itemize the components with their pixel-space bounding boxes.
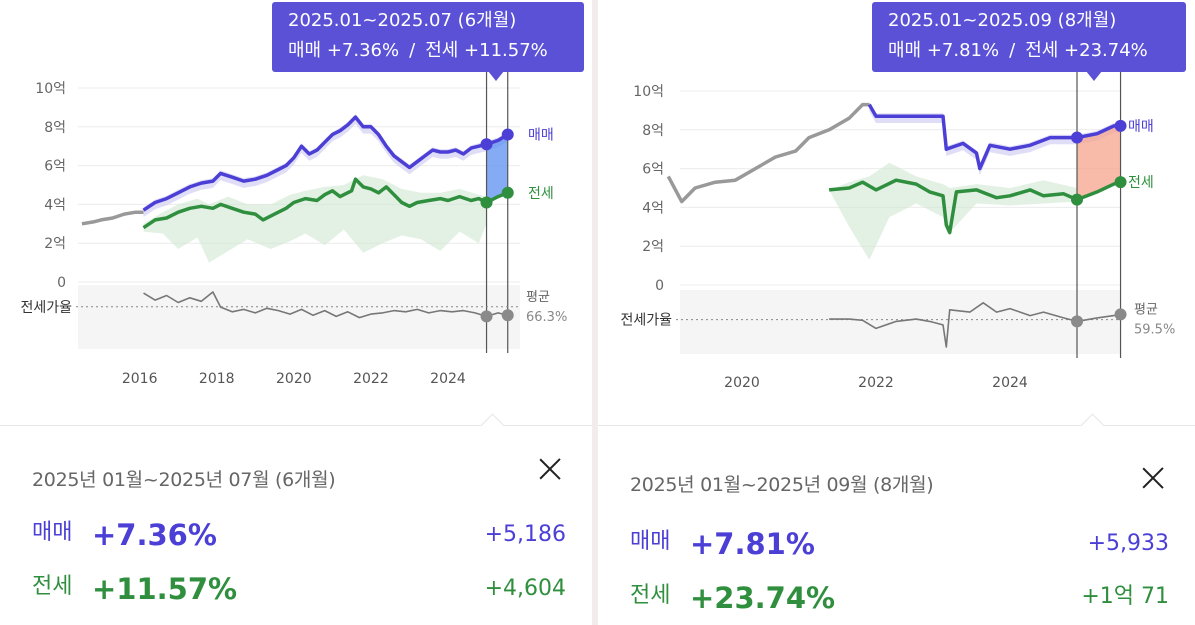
sale-change-row: 매매 +7.36% +5,186 bbox=[32, 512, 566, 552]
sale-range-band bbox=[869, 101, 1121, 176]
range-detail-card-left: 2025년 01월~2025년 07월 (6개월) 매매 +7.36% +5,1… bbox=[0, 413, 592, 625]
jeonse-change-pct: +23.74% bbox=[690, 581, 836, 615]
ratio-axis-label: 전세가율 bbox=[620, 313, 672, 329]
sale-history-line bbox=[666, 102, 870, 204]
jeonse-range-band bbox=[143, 175, 487, 263]
x-tick-label: 2020 bbox=[724, 375, 760, 391]
jeonse-series-line bbox=[142, 177, 509, 230]
sale-change-pct: +7.36% bbox=[92, 518, 217, 552]
chart-panel-left: 0 2억 4억 6억 8억 10억 2016 2018 2020 2022 2024 매매 전세 전세가율… bbox=[0, 0, 592, 625]
close-button[interactable] bbox=[1141, 466, 1165, 490]
jeonse-series-label: 전세 bbox=[528, 186, 554, 202]
selected-range-fill bbox=[1077, 125, 1121, 200]
price-chart-left[interactable]: 0 2억 4억 6억 8억 10억 2016 2018 2020 2022 2024 매매전세전세가율… bbox=[0, 0, 592, 420]
sale-series-label: 매매 bbox=[528, 128, 554, 144]
tooltip-period: 2025.01~2025.07 (6개월) bbox=[288, 10, 517, 31]
y-tick-label: 8억 bbox=[642, 123, 664, 139]
y-tick-label: 6억 bbox=[44, 159, 66, 175]
x-tick-label: 2022 bbox=[353, 371, 389, 387]
jeonse-series-label: 전세 bbox=[1128, 175, 1154, 191]
x-tick-label: 2016 bbox=[122, 371, 158, 387]
range-detail-card-right: 2025년 01월~2025년 09월 (8개월) 매매 +7.81% +5,9… bbox=[598, 413, 1195, 625]
tooltip-arrow bbox=[488, 71, 504, 81]
jeonse-range-point bbox=[501, 186, 514, 199]
ratio-series-line bbox=[143, 291, 508, 319]
sale-range-point bbox=[501, 128, 514, 141]
y-tick-label: 2억 bbox=[642, 239, 664, 255]
x-tick-label: 2022 bbox=[858, 375, 894, 391]
jeonse-change-row: 전세 +11.57% +4,604 bbox=[32, 566, 566, 606]
sale-change-pct: +7.81% bbox=[690, 527, 815, 561]
jeonse-change-amount: +4,604 bbox=[484, 576, 566, 601]
sale-change-amount: +5,933 bbox=[1087, 531, 1169, 556]
sale-change-amount: +5,186 bbox=[484, 522, 566, 547]
ratio-average-label: 평균 bbox=[1134, 303, 1158, 318]
x-tick-label: 2024 bbox=[430, 371, 466, 387]
sale-series-line bbox=[142, 115, 509, 212]
sale-label: 매매 bbox=[32, 520, 73, 545]
tooltip-sale: 매매 +7.36% bbox=[288, 40, 400, 61]
tooltip-sale: 매매 +7.81% bbox=[888, 40, 1000, 61]
x-tick-label: 2020 bbox=[276, 371, 312, 387]
card-period: 2025년 01월~2025년 07월 (6개월) bbox=[32, 469, 336, 491]
sale-series-label: 매매 bbox=[1128, 119, 1154, 135]
jeonse-change-amount: +1억 71 bbox=[1081, 584, 1169, 609]
y-tick-label: 0 bbox=[57, 275, 66, 291]
y-tick-label: 2억 bbox=[44, 236, 66, 252]
y-tick-label: 10억 bbox=[35, 81, 66, 97]
chart-panel-right: 0 2억 4억 6억 8억 10억 2020 2022 2024 매매 전세 전세가율 평균 59.5% … bbox=[598, 0, 1195, 625]
sale-history-line bbox=[81, 210, 144, 226]
ratio-axis-label: 전세가율 bbox=[20, 300, 72, 316]
tooltip-jeonse: 전세 +11.57% bbox=[425, 40, 548, 61]
jeonse-range-point bbox=[480, 196, 493, 209]
jeonse-change-row: 전세 +23.74% +1억 71 bbox=[630, 575, 1169, 615]
x-tick-label: 2018 bbox=[199, 371, 235, 387]
ratio-range-point bbox=[480, 310, 493, 323]
tooltip-separator: / bbox=[409, 40, 416, 61]
sale-range-point bbox=[1071, 131, 1083, 144]
sale-label: 매매 bbox=[630, 529, 671, 554]
y-tick-label: 4억 bbox=[44, 197, 66, 213]
tooltip-arrow bbox=[1086, 71, 1102, 81]
y-tick-label: 0 bbox=[655, 278, 664, 294]
sale-range-point bbox=[1114, 119, 1127, 132]
ratio-range-point bbox=[1071, 315, 1083, 328]
ratio-area-bg bbox=[680, 290, 1120, 354]
x-tick-label: 2024 bbox=[992, 375, 1028, 391]
ratio-area-bg bbox=[78, 285, 520, 349]
sale-change-row: 매매 +7.81% +5,933 bbox=[630, 521, 1169, 561]
ratio-average-label: 평균 bbox=[526, 290, 550, 305]
selected-range-fill bbox=[486, 134, 508, 203]
panel-divider bbox=[592, 0, 598, 625]
ratio-range-point bbox=[501, 309, 514, 322]
ratio-range-point bbox=[1114, 308, 1127, 321]
y-tick-label: 10억 bbox=[633, 84, 664, 100]
jeonse-range-point bbox=[1071, 193, 1083, 206]
y-tick-label: 6억 bbox=[642, 162, 664, 178]
jeonse-label: 전세 bbox=[630, 583, 671, 608]
card-period: 2025년 01월~2025년 09월 (8개월) bbox=[630, 474, 934, 496]
y-tick-label: 8억 bbox=[44, 120, 66, 136]
tooltip-period: 2025.01~2025.09 (8개월) bbox=[888, 10, 1117, 31]
range-tooltip-right: 2025.01~2025.09 (8개월) 매매 +7.81% / 전세 +23.7… bbox=[872, 2, 1186, 81]
close-button[interactable] bbox=[538, 457, 562, 481]
sale-range-point bbox=[480, 138, 493, 151]
jeonse-label: 전세 bbox=[32, 574, 73, 599]
jeonse-range-point bbox=[1114, 176, 1127, 189]
tooltip-jeonse: 전세 +23.74% bbox=[1025, 40, 1148, 61]
range-tooltip-left: 2025.01~2025.07 (6개월) 매매 +7.36% / 전세 +11.5… bbox=[272, 2, 584, 81]
y-tick-label: 4억 bbox=[642, 200, 664, 216]
ratio-average-value: 66.3% bbox=[526, 310, 567, 325]
jeonse-change-pct: +11.57% bbox=[92, 572, 238, 606]
tooltip-separator: / bbox=[1009, 40, 1016, 61]
ratio-average-value: 59.5% bbox=[1134, 323, 1175, 338]
